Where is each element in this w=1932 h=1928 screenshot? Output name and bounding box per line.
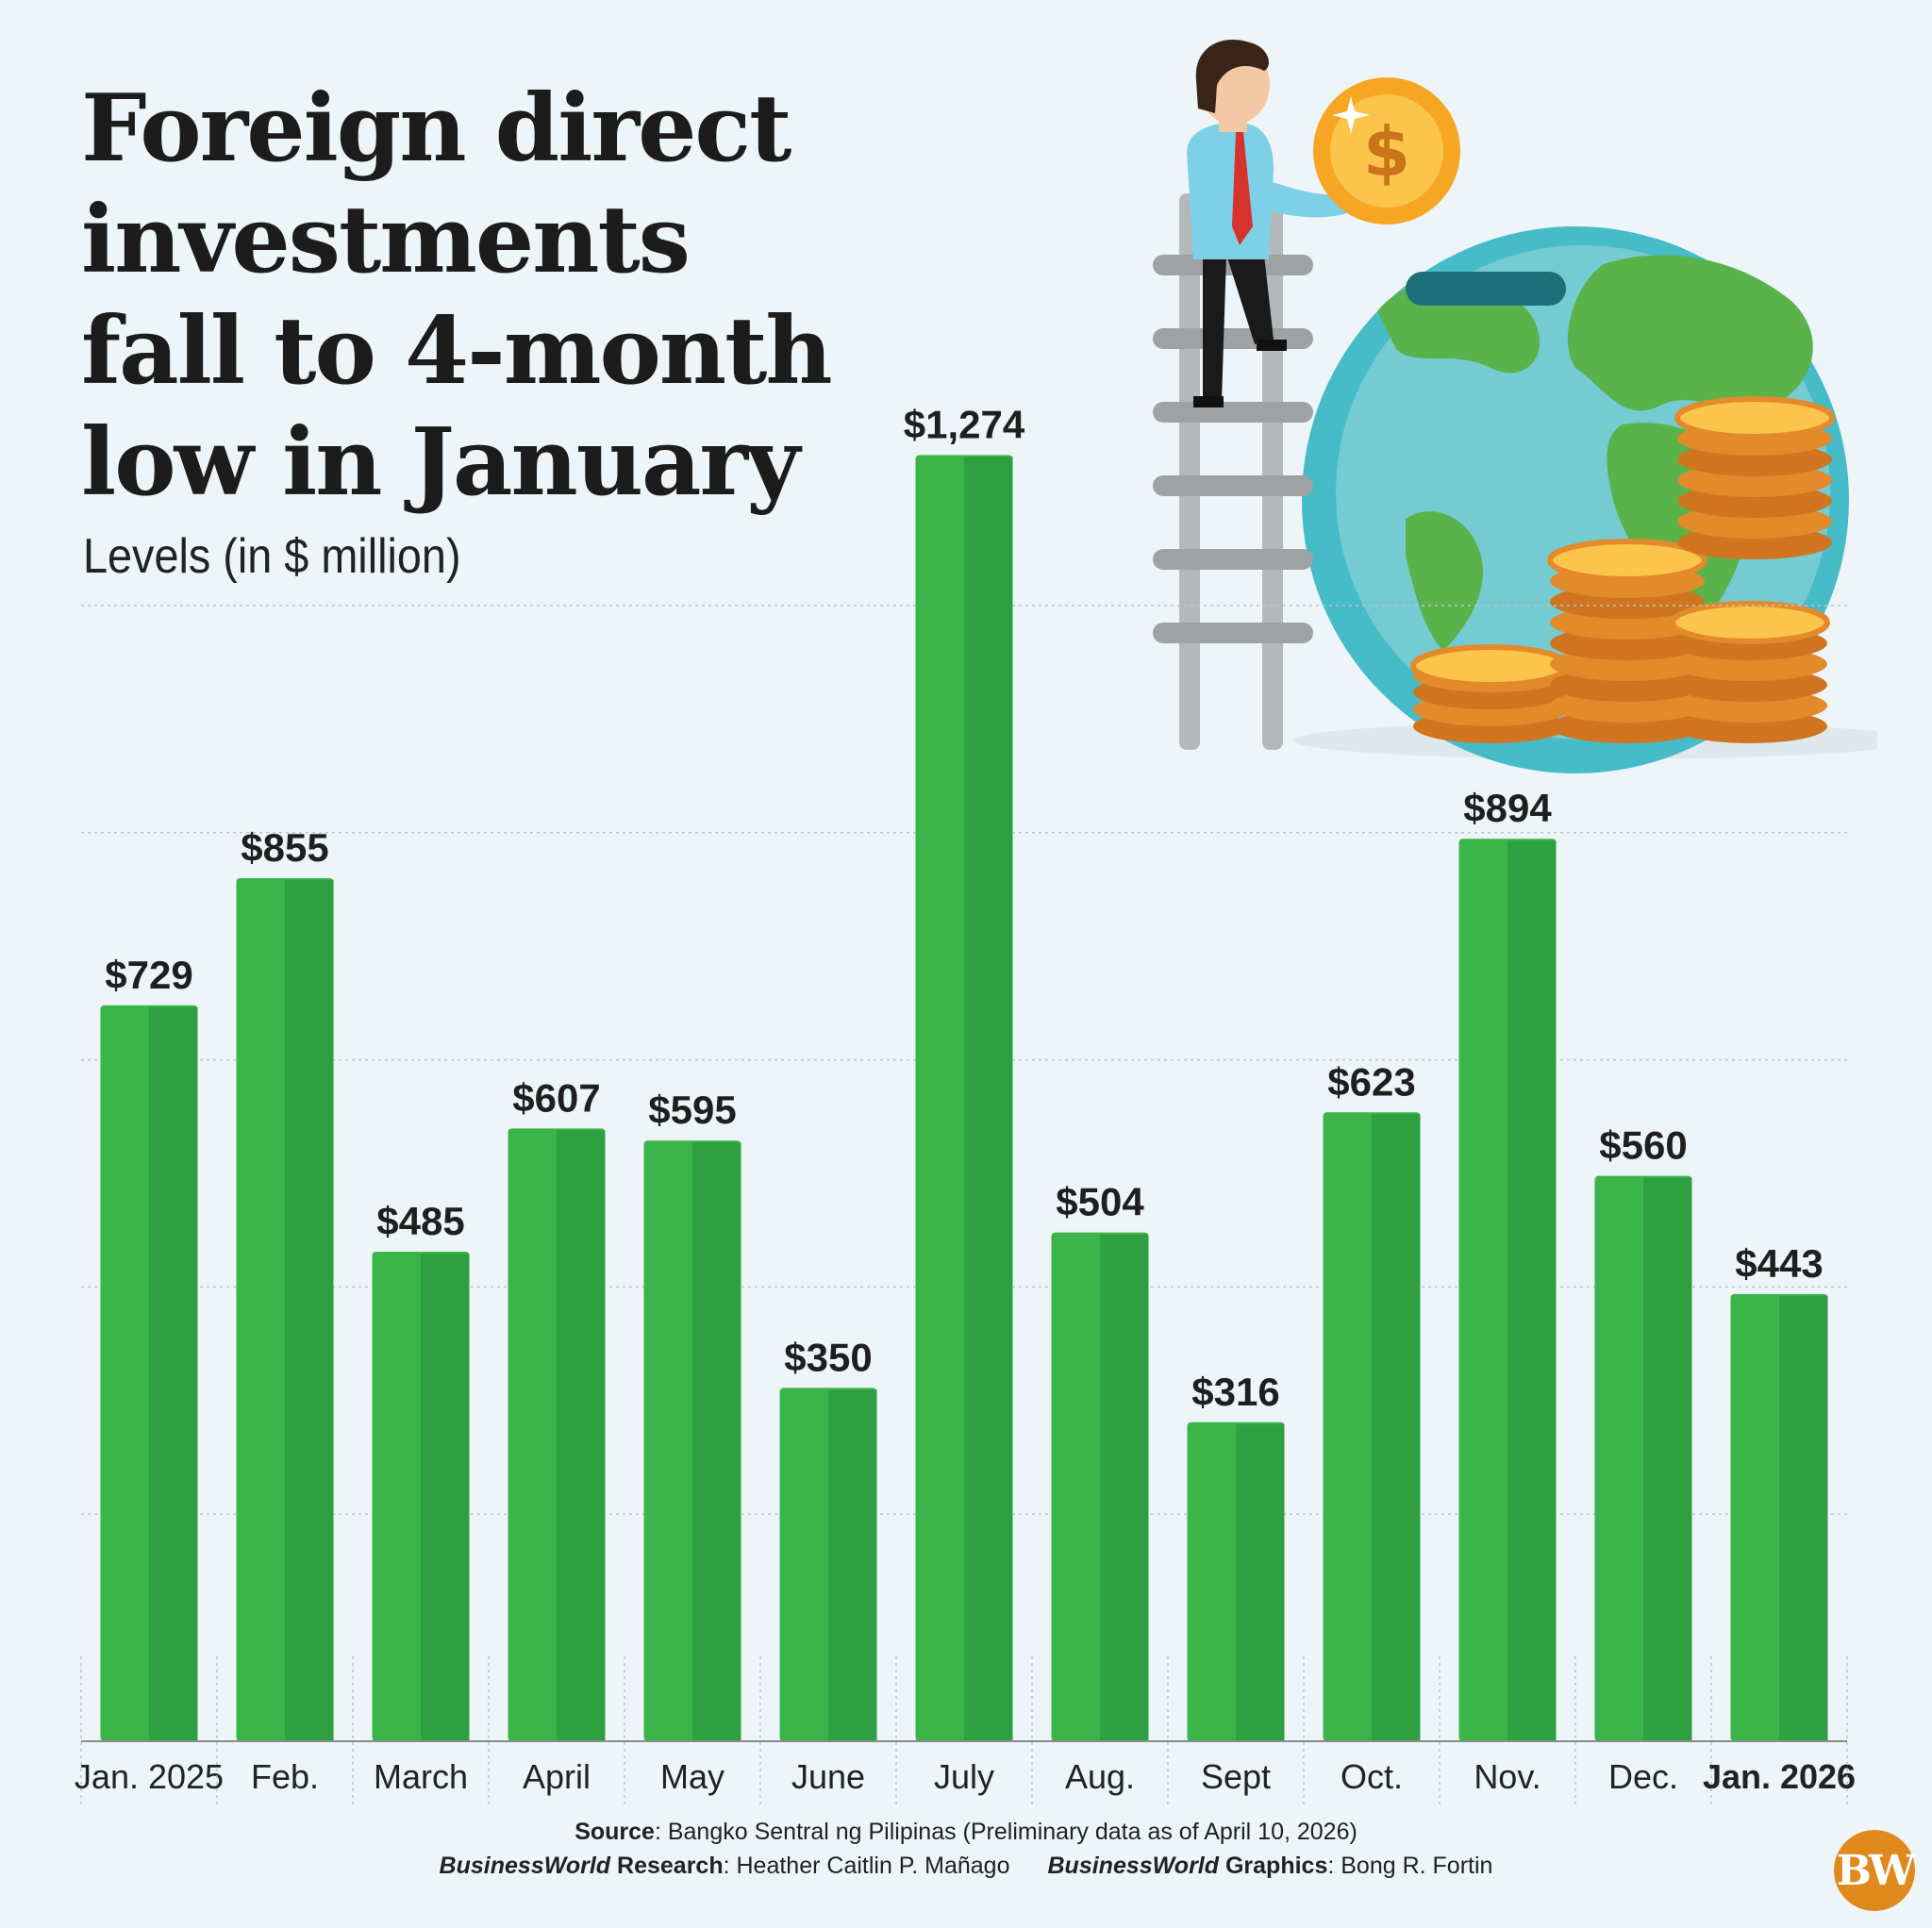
dollar-coin-icon: $ xyxy=(1313,77,1460,224)
bar-shade xyxy=(828,1389,877,1741)
source-text: : Bangko Sentral ng Pilipinas (Prelimina… xyxy=(654,1819,1357,1845)
bar-shade xyxy=(1643,1177,1692,1741)
tick-label: Dec. xyxy=(1608,1757,1678,1796)
source-credits: Source: Bangko Sentral ng Pilipinas (Pre… xyxy=(0,1815,1932,1883)
bar-10: $894 xyxy=(1458,786,1557,1741)
bar-0: $729 xyxy=(100,953,198,1741)
data-label: $855 xyxy=(241,825,328,870)
data-label: $504 xyxy=(1056,1180,1144,1224)
data-label: $729 xyxy=(105,953,192,997)
bar-11: $560 xyxy=(1594,1123,1692,1741)
data-label: $595 xyxy=(648,1088,736,1132)
bar-shade xyxy=(1236,1423,1285,1741)
tick-label: May xyxy=(660,1757,724,1796)
bar-shade xyxy=(1507,840,1557,1741)
businessman-icon xyxy=(1187,39,1370,407)
bar-7: $504 xyxy=(1051,1180,1149,1741)
bar-3: $607 xyxy=(508,1075,606,1741)
tick-label: Jan. 2025 xyxy=(75,1757,224,1796)
bar-2: $485 xyxy=(372,1199,470,1741)
coin-stack-icon xyxy=(1410,396,1835,743)
bar-12: $443 xyxy=(1730,1241,1828,1741)
x-axis: Jan. 2025 Feb. March April May June July Aug. Se… xyxy=(75,1656,1856,1807)
tick-label: Jan. 2026 xyxy=(1703,1757,1856,1796)
research-label: Research xyxy=(610,1853,724,1879)
data-label: $894 xyxy=(1463,786,1552,830)
illustration: $ xyxy=(1153,39,1877,773)
bar-shade xyxy=(149,1006,198,1741)
data-label: $350 xyxy=(784,1335,872,1379)
tick-label: July xyxy=(934,1757,994,1796)
bar-5: $350 xyxy=(779,1335,877,1741)
bar-shade xyxy=(421,1253,470,1741)
bar-shade xyxy=(964,457,1013,1742)
data-label: $485 xyxy=(376,1199,464,1243)
graphics-label: Graphics xyxy=(1219,1853,1328,1879)
bar-shade xyxy=(557,1130,606,1741)
bar-4: $595 xyxy=(643,1088,741,1741)
source-label: Source xyxy=(575,1819,655,1845)
bar-8: $316 xyxy=(1187,1370,1285,1741)
bar-chart: $729 $855 $485 $607 $595 $350 $1,274 $504 $316 $6… xyxy=(75,403,1856,1807)
data-label: $623 xyxy=(1327,1059,1415,1104)
bar-shade xyxy=(285,879,334,1741)
tick-label: Aug. xyxy=(1065,1757,1135,1796)
tick-label: June xyxy=(791,1757,865,1796)
tick-label: Feb. xyxy=(251,1757,319,1796)
data-label: $1,274 xyxy=(904,403,1025,447)
data-label: $560 xyxy=(1599,1123,1687,1168)
bar-shade xyxy=(1779,1295,1828,1741)
bar-shade xyxy=(1372,1114,1421,1741)
graphics-brand: BusinessWorld xyxy=(1047,1853,1220,1879)
svg-text:$: $ xyxy=(1363,112,1410,191)
data-label: $443 xyxy=(1735,1241,1823,1286)
credits-line: BusinessWorld Research: Heather Caitlin … xyxy=(0,1849,1932,1883)
tick-label: Sept xyxy=(1201,1757,1271,1796)
chart-subtitle: Levels (in $ million) xyxy=(83,529,461,584)
data-label: $607 xyxy=(512,1075,600,1120)
graphics-text: : Bong R. Fortin xyxy=(1327,1853,1493,1879)
tick-label: April xyxy=(523,1757,591,1796)
businessworld-logo: BW xyxy=(1834,1830,1915,1911)
bar-shade xyxy=(692,1142,741,1741)
bar-1: $855 xyxy=(236,825,334,1741)
data-label: $316 xyxy=(1191,1370,1279,1414)
source-line: Source: Bangko Sentral ng Pilipinas (Pre… xyxy=(0,1815,1932,1849)
chart-title: Foreign direct investments fall to 4-mon… xyxy=(81,75,833,517)
tick-label: Nov. xyxy=(1474,1757,1541,1796)
bar-6: $1,274 xyxy=(904,403,1025,1742)
tick-label: Oct. xyxy=(1341,1757,1403,1796)
research-text: : Heather Caitlin P. Mañago xyxy=(723,1853,1010,1879)
bar-9: $623 xyxy=(1323,1059,1421,1741)
research-brand: BusinessWorld xyxy=(439,1853,611,1879)
bars: $729 $855 $485 $607 $595 $350 $1,274 $504 $316 $6… xyxy=(100,403,1828,1742)
tick-label: March xyxy=(374,1757,468,1796)
bar-shade xyxy=(1100,1234,1149,1741)
